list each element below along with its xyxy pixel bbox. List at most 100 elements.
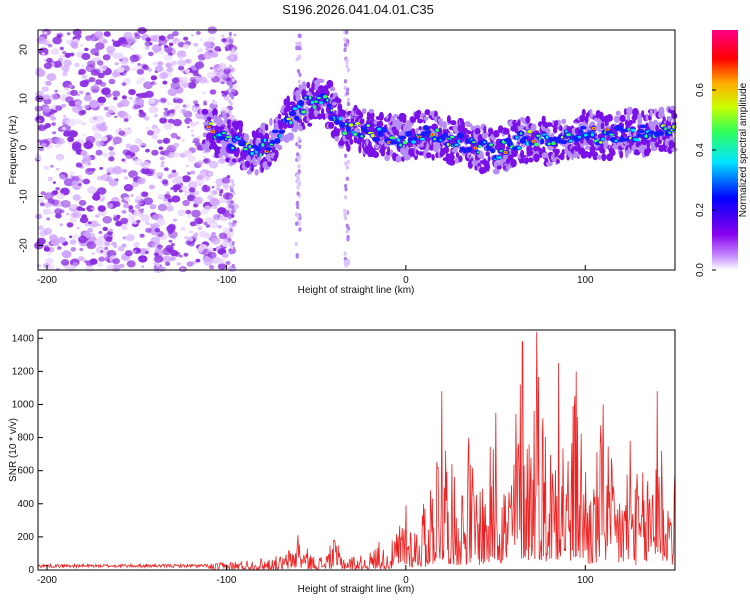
spectrogram-cell: [41, 52, 45, 56]
spectrogram-cell: [163, 53, 173, 62]
spectrogram-cell: [218, 158, 226, 164]
spectrogram-cell: [224, 45, 232, 51]
spectrogram-cell: [75, 162, 83, 168]
spectrogram-cell: [481, 130, 488, 140]
spectrogram-cell: [90, 207, 95, 210]
y-tick-label: 1400: [12, 333, 35, 344]
spectrogram-cell: [79, 90, 84, 95]
spectrogram-cell: [121, 60, 129, 67]
spectrogram-cell: [138, 248, 148, 255]
spectrogram-cell: [229, 227, 233, 233]
spectrogram-cell: [345, 125, 351, 133]
spectrogram-cell: [534, 142, 539, 147]
spectrogram-cell: [67, 140, 74, 146]
spectrogram-cell: [561, 118, 567, 125]
spectrogram-cell: [295, 93, 301, 102]
spectrogram-frame: [37, 29, 676, 271]
spectrogram-cell: [229, 39, 233, 44]
spectrogram-cell: [173, 176, 184, 184]
spectrogram-cell: [302, 125, 306, 130]
spectrogram-cell: [185, 58, 192, 64]
spectrogram-cell: [140, 161, 151, 169]
spectrogram-cell: [168, 223, 176, 230]
spectrogram-cell: [454, 143, 459, 146]
spectrogram-cell: [163, 197, 168, 202]
spectrogram-cell: [156, 218, 166, 226]
spectrogram-cell: [59, 174, 66, 180]
spectrogram-cell: [43, 244, 50, 249]
spectrogram-cell: [344, 183, 348, 189]
spectrogram-cell: [69, 239, 77, 245]
spectrogram-cell: [298, 227, 302, 232]
spectrogram-cell: [100, 194, 105, 198]
spectrogram-cell: [296, 185, 300, 190]
spectrogram-cell: [442, 132, 448, 138]
spectrogram-cell: [389, 136, 395, 140]
spectrogram-cell: [224, 151, 229, 158]
spectrogram-cell: [517, 146, 521, 150]
spectrogram-cell: [259, 153, 263, 157]
spectrogram-cell: [442, 146, 450, 154]
spectrogram-cell: [178, 189, 183, 193]
spectrogram-cell: [361, 108, 367, 114]
spectrogram-cell: [176, 136, 181, 140]
spectrogram-cell: [172, 118, 182, 127]
spectrogram-cell: [197, 226, 202, 231]
spectrogram-cell: [125, 204, 129, 207]
spectrogram-cell: [465, 122, 473, 128]
spectrogram-cell: [210, 51, 218, 58]
spectrogram-cell: [118, 128, 122, 131]
spectrogram-cell: [670, 141, 676, 149]
spectrogram-cell: [338, 116, 343, 121]
spectrogram-cell: [156, 47, 162, 52]
spectrogram-cell: [346, 68, 350, 73]
spectrogram-cell: [662, 136, 667, 141]
spectrogram-cell: [95, 42, 105, 50]
spectrogram-cell: [80, 150, 88, 156]
spectrogram-cell: [231, 48, 235, 53]
spectrogram-cell: [194, 75, 202, 82]
spectrogram-cell: [50, 48, 60, 55]
spectrogram-cell: [167, 201, 172, 206]
spectrogram-cell: [45, 257, 54, 265]
spectrogram-cell: [450, 135, 455, 139]
spectrogram-cell: [370, 148, 376, 153]
spectrogram-cell: [63, 115, 67, 118]
spectrogram-cell: [106, 172, 111, 176]
spectrogram-cell: [78, 71, 82, 75]
spectrogram-cell: [76, 226, 80, 230]
spectrogram-cell: [162, 137, 171, 144]
spectrogram-cell: [435, 128, 440, 132]
spectrogram-cell: [202, 132, 208, 138]
spectrogram-cell: [183, 36, 189, 41]
spectrogram-cell: [50, 165, 54, 168]
spectrogram-cell: [229, 250, 233, 255]
spectrogram-cell: [289, 120, 293, 125]
spectrogram-cell: [489, 143, 493, 147]
spectrogram-cell: [295, 174, 300, 179]
spectrogram-cell: [115, 220, 123, 227]
spectrogram-cell: [233, 33, 237, 37]
spectrogram-cell: [228, 89, 232, 94]
spectrogram-cell: [47, 43, 53, 48]
spectrogram-cell: [172, 218, 177, 222]
spectrogram-cell: [145, 221, 150, 226]
spectrogram-cell: [197, 48, 204, 53]
spectrogram-cell: [173, 98, 177, 102]
spectrogram-cell: [100, 250, 104, 253]
spectrogram-cell: [131, 181, 139, 188]
spectrogram-cell: [228, 80, 232, 85]
spectrogram-cell: [671, 147, 678, 152]
spectrogram-cell: [65, 96, 74, 103]
spectrogram-cell: [198, 225, 202, 228]
spectrogram-cell: [170, 81, 181, 90]
spectrogram-cell: [221, 90, 225, 94]
spectrogram-cell: [295, 56, 299, 62]
spectrogram-cell: [212, 101, 218, 105]
spectrogram-cell: [166, 154, 171, 158]
spectrogram-cell: [193, 100, 199, 105]
spectrogram-cell: [316, 96, 321, 100]
x-tick-label: -200: [37, 275, 57, 286]
spectrogram-cell: [298, 46, 302, 51]
spectrogram-cell: [402, 118, 406, 124]
